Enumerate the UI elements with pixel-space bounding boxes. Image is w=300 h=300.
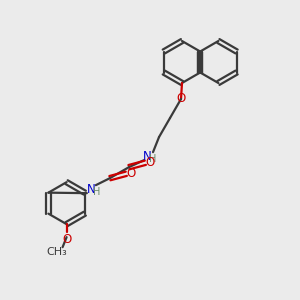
- Text: H: H: [93, 187, 100, 197]
- Text: O: O: [127, 167, 136, 180]
- Text: CH₃: CH₃: [46, 247, 67, 257]
- Text: O: O: [176, 92, 186, 106]
- Text: H: H: [149, 154, 157, 164]
- Text: N: N: [142, 150, 152, 163]
- Text: O: O: [146, 156, 155, 169]
- Text: O: O: [62, 233, 71, 246]
- Text: N: N: [86, 183, 95, 196]
